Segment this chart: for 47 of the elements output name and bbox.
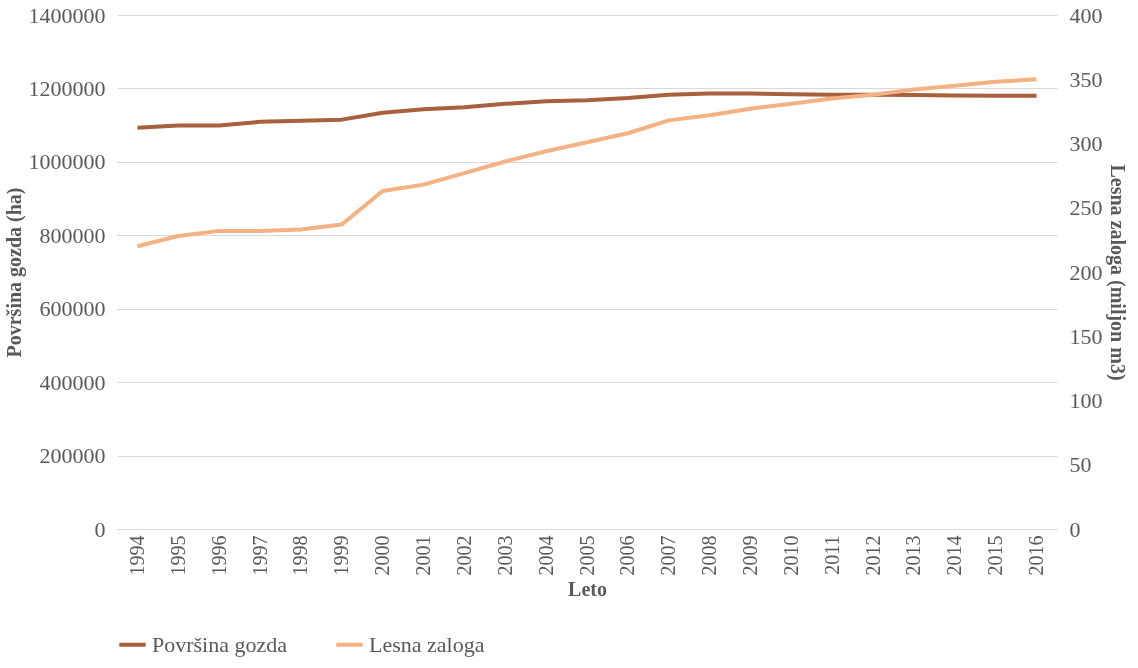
y-tick-label: 0: [94, 516, 106, 542]
x-tick-label: 2004: [534, 535, 557, 576]
y-tick-label: 1200000: [28, 75, 106, 101]
y2-tick-label: 100: [1069, 388, 1103, 413]
x-tick-label: 1997: [248, 535, 271, 576]
x-tick-label: 2015: [984, 535, 1007, 576]
y-tick-label: 600000: [39, 296, 106, 322]
x-tick-label: 2003: [493, 535, 516, 576]
y2-tick-label: 150: [1069, 323, 1103, 349]
x-tick-label: 2016: [1025, 535, 1048, 576]
y-tick-label: 400000: [39, 369, 106, 395]
y-tick-label: 800000: [39, 222, 106, 248]
x-tick-label: 2000: [371, 535, 394, 576]
y2-tick-label: 350: [1069, 66, 1103, 92]
x-tick-label: 2010: [779, 535, 802, 576]
x-tick-label: 1999: [330, 535, 353, 576]
x-tick-label: 1994: [125, 535, 148, 576]
y2-tick-label: 300: [1069, 131, 1103, 156]
legend-label: Površina gozda: [152, 631, 288, 657]
y2-tick-label: 0: [1069, 516, 1081, 542]
x-tick-label: 1998: [289, 535, 312, 576]
x-tick-label: 2006: [616, 535, 639, 576]
y-tick-label: 1000000: [28, 149, 106, 175]
y2-tick-label: 400: [1069, 2, 1103, 28]
x-tick-label: 2012: [861, 535, 884, 576]
x-tick-label: 2005: [575, 535, 598, 576]
x-tick-label: 2009: [738, 535, 761, 576]
y-axis-title: Površina gozda (ha): [2, 187, 26, 358]
line-series: [135, 91, 1039, 130]
x-tick-label: 2011: [820, 535, 843, 575]
x-tick-label: 2002: [452, 535, 475, 576]
y2-axis-title: Lesna zaloga (miljon m3): [1105, 164, 1129, 381]
x-tick-label: 2007: [657, 535, 680, 576]
y2-tick-label: 250: [1069, 195, 1103, 221]
y2-tick-label: 200: [1069, 259, 1103, 285]
x-tick-label: 2001: [412, 535, 435, 576]
x-axis-title: Leto: [568, 577, 607, 600]
x-tick-label: 2008: [698, 535, 721, 576]
line-series: [135, 77, 1039, 249]
x-tick-label: 2013: [902, 535, 925, 576]
x-tick-label: 1996: [207, 535, 230, 576]
y2-tick-label: 50: [1069, 452, 1092, 478]
legend-label: Lesna zaloga: [369, 631, 485, 657]
y-tick-label: 200000: [39, 443, 106, 469]
y-tick-label: 1400000: [28, 2, 106, 28]
x-tick-label: 2014: [943, 535, 966, 576]
x-tick-label: 1995: [166, 535, 189, 576]
